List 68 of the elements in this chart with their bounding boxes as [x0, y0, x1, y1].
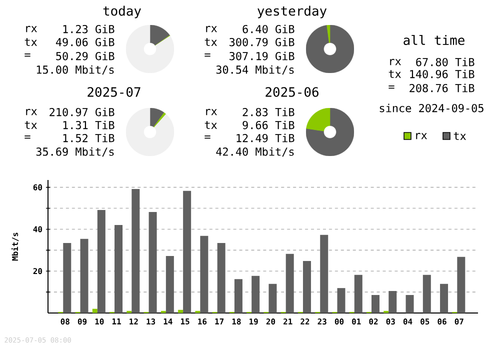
bar — [63, 243, 72, 313]
bar — [302, 261, 311, 313]
text: 6.40 GiB — [242, 24, 294, 34]
bar — [372, 294, 380, 313]
text: 42.40 Mbit/s — [216, 147, 294, 157]
chart-title: today — [103, 6, 141, 18]
text: 210.97 GiB — [50, 108, 114, 116]
bar — [252, 276, 260, 313]
text: 50.29 GiB — [56, 52, 114, 60]
text: rx — [206, 26, 217, 32]
bar — [406, 294, 414, 313]
text: = — [24, 54, 30, 57]
bar — [337, 288, 346, 313]
bar — [457, 256, 466, 313]
text: = — [388, 86, 394, 89]
text: 1.52 TiB — [63, 134, 114, 142]
text: 2.83 TiB — [242, 108, 294, 116]
legend-label: rx — [416, 132, 427, 140]
text: rx — [26, 108, 37, 116]
text: 1.23 GiB — [63, 24, 114, 34]
text: 307.19 GiB — [230, 52, 294, 60]
bar — [178, 310, 184, 313]
bar — [320, 234, 328, 313]
text: 140.96 TiB — [410, 70, 474, 78]
bar — [422, 274, 431, 313]
text: all time — [404, 34, 464, 46]
text: since 2024-09-05 — [380, 104, 484, 112]
text: 15.00 Mbit/s — [36, 65, 114, 75]
text: 208.76 TiB — [410, 84, 474, 92]
text: 30.54 Mbit/s — [216, 65, 294, 75]
text: = — [204, 136, 210, 139]
text: 49.06 GiB — [56, 38, 114, 46]
text: tx — [24, 38, 37, 46]
text: tx — [204, 38, 217, 46]
text: 9.66 TiB — [242, 120, 294, 130]
text: = — [24, 136, 30, 139]
legend-label: tx — [454, 132, 466, 140]
text: rx — [390, 58, 401, 66]
chart-title: 2025-07 — [88, 87, 140, 97]
bar — [80, 238, 88, 313]
text: = — [204, 54, 210, 57]
bar — [148, 212, 157, 313]
text: 12.49 TiB — [236, 134, 294, 142]
bar — [388, 291, 397, 313]
text: 300.79 GiB — [230, 38, 294, 46]
bar — [132, 189, 140, 313]
text: rx — [206, 108, 217, 116]
bar — [200, 236, 208, 313]
bar — [97, 210, 106, 313]
bar — [166, 256, 174, 313]
bar — [268, 284, 277, 313]
text: tx — [24, 121, 37, 129]
bar — [183, 190, 192, 313]
bar — [440, 284, 448, 313]
text: 67.80 TiB — [416, 58, 474, 66]
text: 35.69 Mbit/s — [36, 147, 114, 157]
text: tx — [204, 121, 217, 129]
bar — [354, 274, 362, 313]
bar — [217, 243, 226, 313]
text: rx — [26, 26, 37, 32]
bar — [92, 308, 98, 313]
bar — [234, 279, 242, 313]
text: 1.31 TiB — [63, 120, 114, 130]
bar — [286, 254, 294, 313]
text: tx — [388, 70, 401, 78]
chart-title: yesterday — [258, 6, 327, 18]
bar — [114, 225, 123, 313]
chart-title: 2025-06 — [266, 87, 318, 97]
